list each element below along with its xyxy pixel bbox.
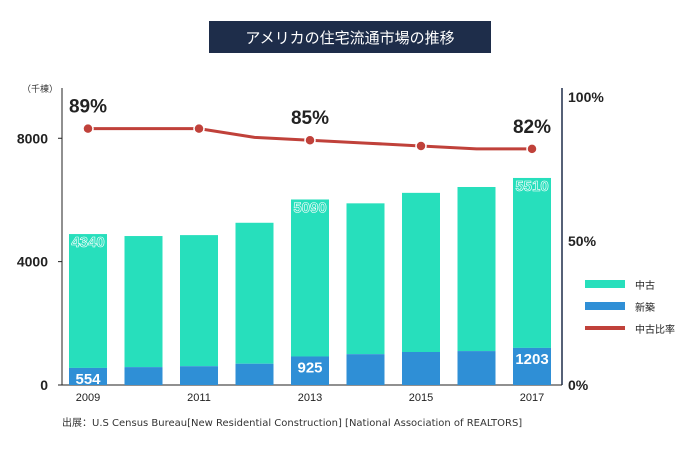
bar-used-2010: [124, 236, 163, 368]
x-tick-label: 2017: [520, 392, 544, 404]
legend-item-new: 新築: [585, 295, 694, 317]
bar-used-2013: [291, 199, 329, 357]
legend-swatch-ratio: [585, 326, 625, 330]
bar-new-2011: [180, 366, 218, 385]
data-label-ratio: 82%: [513, 117, 551, 138]
bar-new-2015: [402, 351, 440, 385]
y-right-tick-label: 0%: [568, 377, 589, 393]
bar-new-2009: [69, 367, 107, 385]
bar-used-2009: [69, 234, 107, 368]
bar-used-2015: [402, 192, 440, 352]
legend: 中古 新築 中古比率: [585, 273, 694, 339]
ratio-point-2015: [415, 140, 427, 152]
y-left-tick-label: 4000: [17, 254, 48, 270]
y-axis-left-unit: （千棟）: [22, 83, 58, 95]
bar-new-2014: [346, 354, 385, 385]
chart-title: アメリカの住宅流通市場の推移: [209, 21, 491, 53]
legend-label-ratio: 中古比率: [635, 324, 675, 336]
bar-new-2016: [457, 351, 496, 385]
ratio-point-2009: [82, 122, 94, 135]
data-label-new: 925: [297, 359, 322, 376]
data-label-used: 4340: [71, 234, 104, 251]
legend-label-new: 新築: [635, 302, 655, 314]
bar-used-2016: [457, 186, 496, 352]
legend-item-used: 中古: [585, 273, 694, 295]
bar-new-2012: [235, 363, 274, 385]
y-right-tick-label: 50%: [568, 233, 597, 249]
bar-new-2010: [124, 367, 163, 385]
y-left-tick-label: 8000: [17, 130, 48, 146]
x-tick-label: 2013: [298, 392, 322, 404]
x-tick-label: 2015: [409, 392, 433, 404]
x-tick-label: 2011: [187, 392, 211, 404]
source-note: 出展：U.S Census Bureau[New Residential Con…: [62, 418, 523, 429]
bar-new-2013: [291, 356, 329, 385]
data-label-used: 5090: [293, 199, 326, 216]
legend-swatch-used: [585, 280, 625, 288]
ratio-point-2017: [526, 143, 538, 155]
data-label-ratio: 85%: [291, 108, 329, 129]
bar-used-2017: [513, 177, 551, 348]
ratio-point-2013: [304, 134, 316, 146]
bar-used-2014: [346, 203, 385, 355]
x-tick-label: 2009: [76, 392, 100, 404]
y-right-tick-label: 100%: [568, 89, 604, 105]
bar-used-2012: [235, 222, 274, 364]
data-label-new: 1203: [515, 351, 548, 368]
data-label-new: 554: [75, 371, 101, 388]
ratio-point-2011: [193, 122, 205, 135]
data-label-used: 5510: [515, 178, 548, 195]
data-label-ratio: 89%: [69, 97, 107, 118]
y-left-tick-label: 0: [40, 377, 48, 393]
legend-swatch-new: [585, 302, 625, 310]
bar-used-2011: [180, 235, 218, 367]
legend-label-used: 中古: [635, 280, 655, 292]
bar-new-2017: [513, 347, 551, 385]
legend-item-ratio: 中古比率: [585, 317, 694, 339]
